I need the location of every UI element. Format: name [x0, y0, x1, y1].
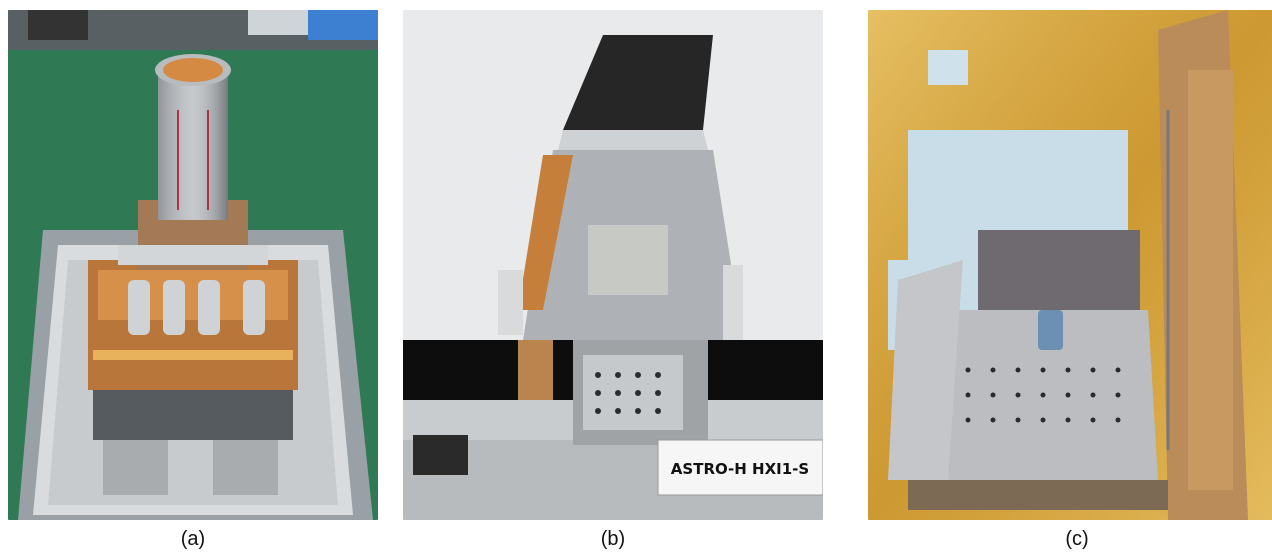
- photo-panel-c: [868, 10, 1272, 520]
- caption-c: (c): [1065, 528, 1089, 550]
- caption-b: (b): [600, 528, 626, 550]
- placard-label: ASTRO-H HXI1-S: [671, 460, 809, 478]
- photo-panel-a: [8, 10, 378, 520]
- photo-instrument-on-satellite: [868, 10, 1272, 520]
- photo-panel-b: ASTRO-H HXI1-S: [403, 10, 823, 520]
- caption-a: (a): [180, 528, 206, 550]
- photo-hxi-sensor-unit: ASTRO-H HXI1-S: [403, 10, 823, 520]
- photo-detector-on-cart: [8, 10, 378, 520]
